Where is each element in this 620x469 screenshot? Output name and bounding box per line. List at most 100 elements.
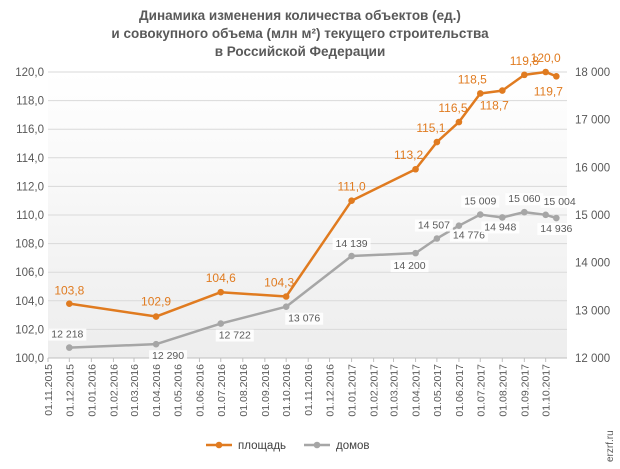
data-label-bg (540, 195, 579, 208)
data-point (66, 300, 73, 307)
x-tick-label: 01.11.2015 (43, 364, 55, 416)
y-right-tick-label: 15 000 (575, 210, 610, 222)
x-tick-label: 01.07.2017 (475, 364, 487, 417)
data-label: 113,2 (394, 148, 423, 162)
x-tick-label: 01.08.2017 (497, 364, 509, 417)
data-point (553, 214, 560, 222)
data-label-bg (48, 328, 87, 341)
data-label: 13 076 (288, 313, 320, 325)
x-tick-label: 01.05.2017 (432, 364, 444, 417)
chart-title: Динамика изменения количества объектов (… (111, 8, 489, 59)
legend-label-1: площадь (238, 440, 286, 452)
y-right-tick-label: 12 000 (575, 353, 610, 365)
data-label: 118,7 (480, 99, 509, 113)
data-label: 14 200 (394, 260, 426, 272)
data-point (499, 87, 506, 94)
gridlines (48, 71, 567, 359)
data-label: 120,0 (531, 51, 561, 65)
legend-label-2: домов (336, 440, 370, 452)
data-point (553, 72, 560, 80)
y-right-tick-label: 18 000 (575, 67, 610, 79)
y-left-tick-label: 114,0 (16, 153, 44, 165)
y-left-tick-label: 120,0 (15, 67, 44, 79)
legend-marker-2 (313, 441, 321, 449)
x-axis: 01.11.2015 01.12.2015 01.01.2016 01.02.2016… (43, 357, 567, 417)
data-point (521, 71, 528, 79)
data-point (412, 249, 419, 257)
legend: площадь домов (206, 440, 370, 452)
data-label: 14 948 (484, 221, 516, 233)
y-left-tick-label: 116,0 (16, 124, 44, 136)
data-point (152, 340, 160, 348)
data-label: 14 936 (540, 223, 572, 235)
data-point (521, 208, 528, 216)
x-tick-label: 01.01.2017 (347, 364, 359, 417)
data-point (476, 90, 484, 97)
y-axis-left: 100,0 102,0 104,0 106,0 108,0 110,0 112,0 114,0… (15, 67, 44, 365)
chart-title-line-1: Динамика изменения количества объектов (… (139, 8, 461, 23)
data-label: 14 507 (418, 219, 450, 231)
data-point (348, 252, 355, 260)
data-label: 116,5 (438, 101, 467, 115)
x-tick-label: 01.08.2016 (238, 364, 250, 417)
y-left-tick-label: 108,0 (15, 239, 44, 251)
data-label: 119,8 (510, 54, 539, 68)
data-point (476, 211, 484, 218)
x-tick-label: 01.03.2016 (129, 364, 141, 417)
x-tick-label: 01.03.2017 (389, 364, 401, 417)
data-label: 14 776 (453, 230, 485, 242)
y-right-tick-label: 16 000 (575, 162, 610, 174)
x-tick-label: 01.02.2017 (369, 364, 381, 417)
y-left-tick-label: 106,0 (15, 267, 44, 279)
y-left-tick-label: 104,0 (15, 296, 44, 308)
data-labels: 103,8 102,9 104,6 104,3 111,0 113,2 115,1 116,5… (48, 51, 579, 363)
y-right-tick-label: 17 000 (575, 115, 610, 127)
data-label-bg (149, 350, 188, 363)
data-point (542, 68, 549, 76)
data-label-bg (449, 229, 488, 242)
data-point (282, 303, 290, 311)
data-label: 104,3 (264, 276, 294, 290)
data-point (433, 138, 441, 146)
data-point (542, 211, 549, 219)
data-label-bg (285, 312, 324, 325)
data-label-bg (505, 193, 544, 206)
data-label-bg (390, 260, 429, 273)
x-tick-label: 01.12.2015 (64, 364, 76, 417)
x-tick-label: 01.09.2016 (260, 364, 272, 417)
data-point (348, 197, 355, 204)
data-point (217, 320, 225, 327)
x-tick-label: 01.06.2017 (454, 364, 466, 417)
x-tick-label: 01.09.2017 (519, 364, 531, 417)
y-left-tick-label: 112,0 (16, 181, 44, 193)
x-tick-label: 01.12.2016 (325, 364, 337, 417)
x-tick-label: 01.10.2016 (281, 364, 293, 417)
data-point (455, 118, 463, 126)
data-point (217, 288, 225, 296)
data-label-bg (215, 329, 254, 342)
data-label: 118,5 (458, 72, 487, 86)
y-left-tick-label: 102,0 (15, 324, 44, 336)
y-left-tick-label: 118,0 (16, 96, 44, 108)
x-tick-label: 01.05.2016 (172, 364, 184, 417)
data-label-bg (481, 221, 520, 234)
data-point (152, 313, 160, 320)
data-label-bg (537, 223, 576, 236)
x-tick-label: 01.04.2016 (151, 364, 163, 417)
data-label: 15 004 (544, 196, 576, 208)
data-point (499, 214, 506, 221)
y-right-tick-label: 13 000 (575, 305, 610, 317)
data-label: 111,0 (337, 180, 366, 194)
x-tick-label: 01.10.2017 (541, 364, 553, 417)
y-left-tick-label: 110,0 (16, 210, 44, 222)
data-point (66, 344, 73, 351)
y-axis-right: 12 000 13 000 14 000 15 000 16 000 17 000 18 0… (575, 67, 610, 365)
data-label: 119,7 (534, 84, 563, 98)
data-label-bg (332, 238, 371, 251)
y-right-tick-label: 14 000 (575, 258, 610, 270)
y-left-tick-label: 100,0 (15, 353, 44, 365)
data-label: 12 722 (219, 330, 251, 342)
data-label-bg (461, 195, 500, 208)
x-tick-label: 01.02.2016 (108, 364, 120, 417)
